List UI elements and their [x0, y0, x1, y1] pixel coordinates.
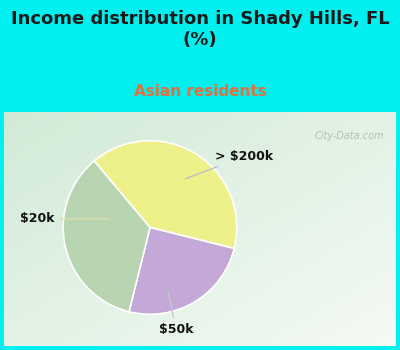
Text: $20k: $20k: [20, 212, 108, 225]
Wedge shape: [63, 161, 150, 312]
Wedge shape: [94, 141, 237, 248]
Text: Asian residents: Asian residents: [134, 84, 266, 99]
Text: $50k: $50k: [159, 291, 193, 336]
Text: City-Data.com: City-Data.com: [315, 131, 384, 141]
Text: Income distribution in Shady Hills, FL
(%): Income distribution in Shady Hills, FL (…: [11, 10, 389, 49]
Text: > $200k: > $200k: [186, 150, 273, 179]
Wedge shape: [129, 228, 234, 314]
